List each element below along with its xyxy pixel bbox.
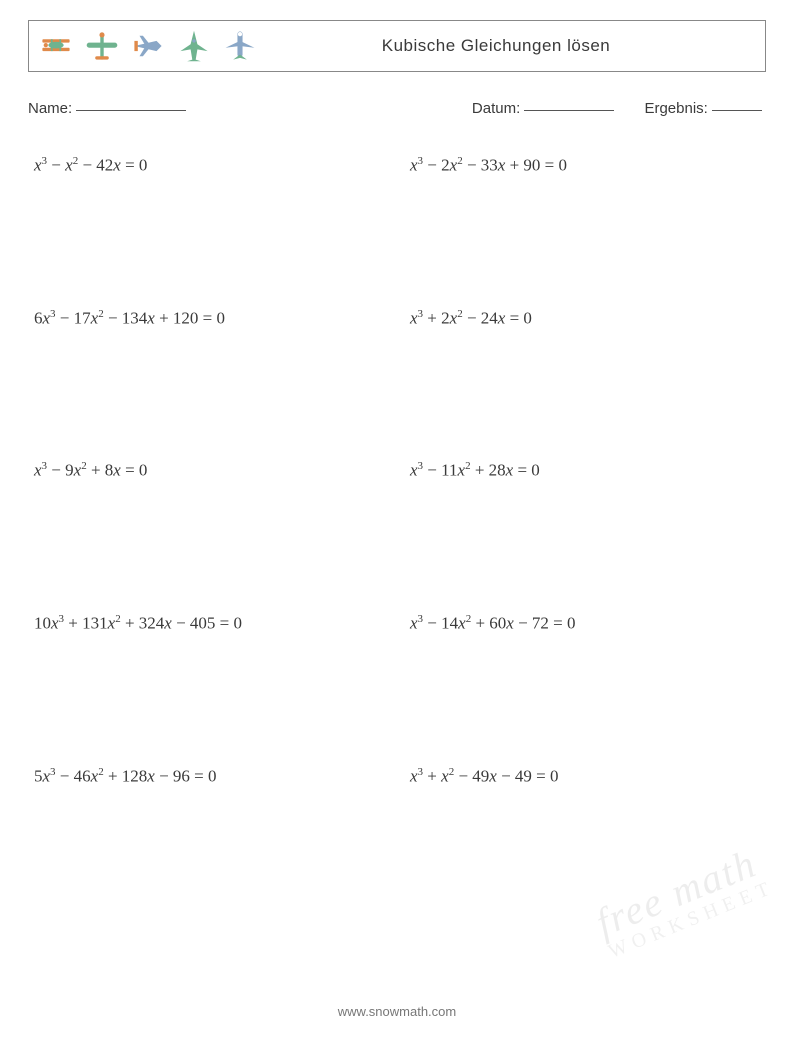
result-blank bbox=[712, 110, 762, 111]
watermark-line1: free math bbox=[589, 840, 762, 945]
plane-icon-row bbox=[39, 29, 257, 63]
plane-jet-icon bbox=[131, 29, 165, 63]
name-blank bbox=[76, 110, 186, 111]
plane-top-icon bbox=[85, 29, 119, 63]
result-field: Ergebnis: bbox=[644, 100, 762, 117]
equation-10: x3 + x2 − 49x − 49 = 0 bbox=[410, 766, 766, 787]
worksheet-page: Kubische Gleichungen lösen Name: Datum: … bbox=[0, 0, 794, 1053]
date-field: Datum: bbox=[472, 100, 615, 117]
plane-airliner-icon bbox=[223, 29, 257, 63]
date-label: Datum: bbox=[472, 100, 520, 117]
name-field: Name: bbox=[28, 100, 472, 117]
equations-grid: x3 − x2 − 42x = 0 x3 − 2x2 − 33x + 90 = 0… bbox=[28, 155, 766, 786]
footer-url: www.snowmath.com bbox=[0, 1004, 794, 1019]
watermark-line2: WORKSHEET bbox=[605, 876, 778, 964]
equation-2: x3 − 2x2 − 33x + 90 = 0 bbox=[410, 155, 766, 176]
plane-biplane-icon bbox=[39, 29, 73, 63]
watermark: free math WORKSHEET bbox=[589, 836, 778, 964]
plane-fighter-icon bbox=[177, 29, 211, 63]
equation-1: x3 − x2 − 42x = 0 bbox=[34, 155, 390, 176]
equation-5: x3 − 9x2 + 8x = 0 bbox=[34, 460, 390, 481]
date-blank bbox=[524, 110, 614, 111]
header-box: Kubische Gleichungen lösen bbox=[28, 20, 766, 72]
equation-6: x3 − 11x2 + 28x = 0 bbox=[410, 460, 766, 481]
worksheet-title: Kubische Gleichungen lösen bbox=[267, 36, 755, 56]
equation-4: x3 + 2x2 − 24x = 0 bbox=[410, 308, 766, 329]
equation-9: 5x3 − 46x2 + 128x − 96 = 0 bbox=[34, 766, 390, 787]
result-label: Ergebnis: bbox=[644, 100, 707, 117]
equation-8: x3 − 14x2 + 60x − 72 = 0 bbox=[410, 613, 766, 634]
equation-3: 6x3 − 17x2 − 134x + 120 = 0 bbox=[34, 308, 390, 329]
name-label: Name: bbox=[28, 100, 72, 117]
meta-row: Name: Datum: Ergebnis: bbox=[28, 100, 766, 117]
equation-7: 10x3 + 131x2 + 324x − 405 = 0 bbox=[34, 613, 390, 634]
